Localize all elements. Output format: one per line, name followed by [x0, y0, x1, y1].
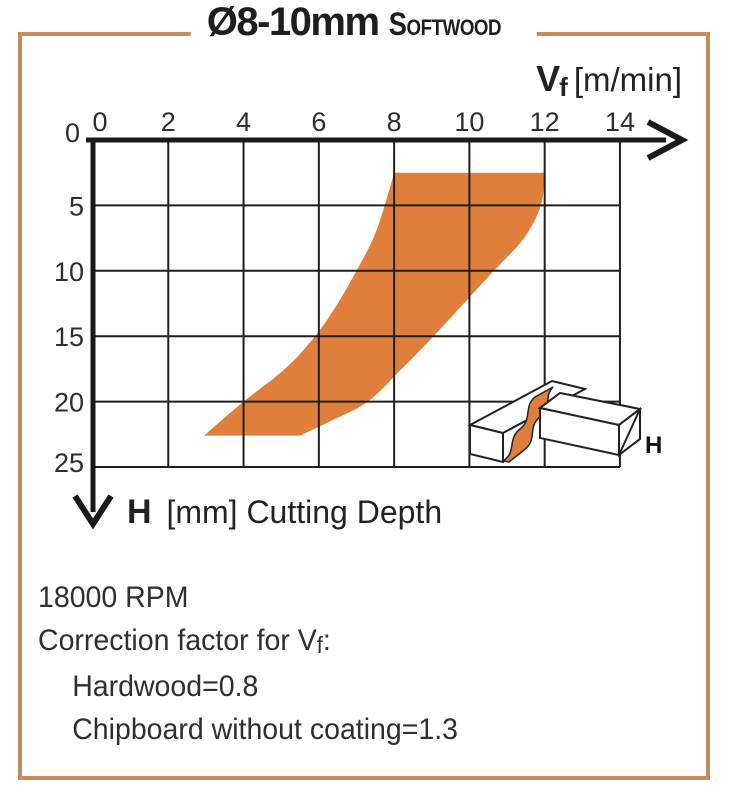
wood-block-left-front — [469, 423, 504, 464]
correction-suffix: : — [322, 623, 331, 657]
cut-surface — [500, 386, 554, 463]
x-tick-label: 2 — [161, 107, 176, 137]
cutting-depth-icon: H — [467, 379, 662, 464]
y-tick-label: 0 — [65, 118, 80, 148]
page-title: Ø8-10mm Softwood — [190, 0, 538, 44]
x-axis-title: Vf [m/min] — [536, 58, 682, 103]
feed-rate-subscript: f — [559, 72, 568, 102]
title-diameter-range: Ø8-10mm — [206, 0, 380, 44]
x-tick-label: 14 — [605, 107, 635, 137]
notes-block: 18000 RPM Correction factor for Vf: Hard… — [38, 577, 458, 751]
y-tick-label: 10 — [54, 257, 84, 287]
y-tick-label: 15 — [54, 322, 84, 352]
x-axis-arrow — [646, 119, 689, 161]
y-tick-label: 20 — [54, 388, 84, 418]
x-tick-label: 0 — [92, 107, 107, 137]
x-tick-label: 12 — [530, 107, 560, 137]
y-tick-label: 25 — [54, 448, 84, 478]
title-material: Softwood — [389, 6, 502, 42]
depth-symbol: H — [127, 493, 152, 531]
y-axis-title: H [mm] Cutting Depth — [127, 493, 442, 532]
rpm-note: 18000 RPM — [38, 581, 189, 614]
factor-chipboard: Chipboard without coating=1.3 — [72, 712, 459, 746]
depth-diagonal — [618, 408, 641, 456]
feed-rate-symbol: V — [536, 58, 560, 99]
correction-note: Correction factor for Vf: — [38, 620, 458, 667]
x-tick-label: 8 — [387, 107, 402, 137]
correction-prefix: Correction factor for V — [38, 623, 317, 657]
x-tick-label: 10 — [454, 107, 484, 137]
x-tick-label: 4 — [236, 107, 251, 137]
factor-hardwood: Hardwood=0.8 — [72, 670, 259, 703]
y-tick-label: 5 — [69, 191, 84, 221]
feed-rate-unit: [m/min] — [573, 61, 682, 98]
correction-subscript: f — [316, 631, 323, 658]
depth-unit-text: [mm] Cutting Depth — [166, 494, 443, 530]
recommended-region — [204, 172, 545, 436]
x-tick-label: 6 — [311, 107, 326, 137]
y-axis-arrow — [72, 494, 114, 530]
icon-h-label: H — [645, 432, 662, 459]
